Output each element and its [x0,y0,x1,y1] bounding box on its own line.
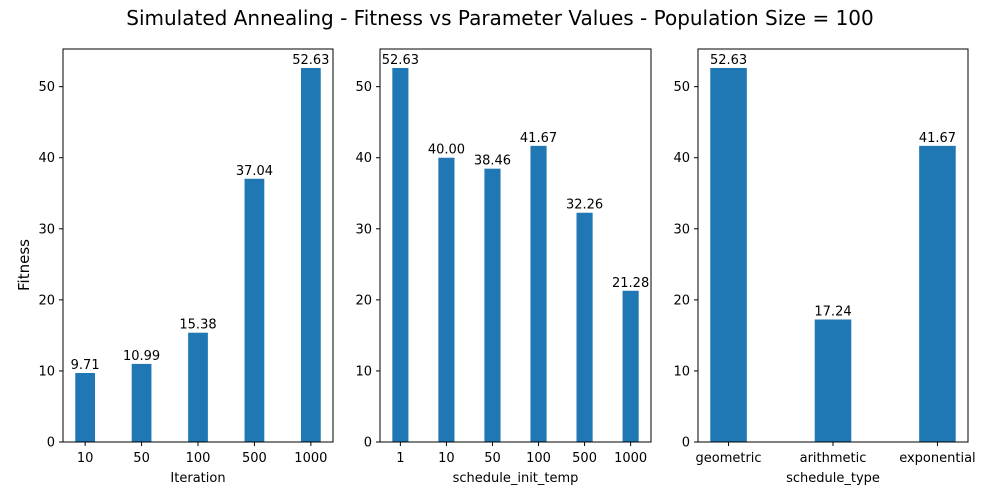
x-axis-label: Iteration [170,471,225,486]
y-tick-label: 50 [673,80,690,95]
y-tick-label: 40 [673,151,690,166]
x-tick-label: arithmetic [800,451,867,466]
bar-10 [438,157,455,443]
bar-value-label: 37.04 [236,164,273,179]
x-tick-label: 100 [526,451,551,466]
subplot-2: 52.63 40.00 38.46 41.67 32.26 21.28 0 10 20 30 40 5… [355,48,652,486]
bar-value-label: 40.00 [428,143,465,158]
x-tick-label: 10 [77,451,94,466]
x-tick-label: 500 [572,451,597,466]
axes-frame [379,48,652,443]
bar-value-label: 52.63 [710,53,747,68]
y-tick-label: 40 [38,151,55,166]
bar-value-label: 9.71 [71,358,100,373]
bar-value-label: 52.63 [292,53,329,68]
x-tick-label: 50 [133,451,150,466]
y-tick-label: 40 [355,151,372,166]
bar-100 [530,145,547,442]
x-tick-label: geometric [696,451,762,466]
y-tick-label: 30 [355,222,372,237]
y-tick-label: 20 [38,293,55,308]
bar-value-label: 41.67 [919,131,956,146]
bar-value-label: 21.28 [612,276,649,291]
subplot-1: 9.71 10.99 15.38 37.04 52.63 0 10 20 30 40 50 10 50 1… [38,48,334,486]
bar-50 [131,363,152,442]
y-tick-label: 50 [38,80,55,95]
y-tick-label: 50 [355,80,372,95]
figure-title: Simulated Annealing - Fitness vs Paramet… [126,6,874,30]
y-tick-label: 10 [355,364,372,379]
x-axis-label: schedule_type [786,471,880,486]
bar-value-label: 32.26 [566,198,603,213]
x-tick-label: 1000 [614,451,647,466]
bar-10 [75,372,96,442]
bar-exponential [919,145,956,442]
x-tick-label: 500 [242,451,267,466]
x-tick-label: 50 [484,451,501,466]
bar-value-label: 38.46 [474,154,511,169]
bar-100 [188,332,208,442]
bar-value-label: 41.67 [520,131,557,146]
x-tick-label: 1000 [294,451,327,466]
bar-1000 [622,290,639,442]
subplot-3: 52.63 17.24 41.67 0 10 20 30 40 50 geometric arith… [673,48,976,486]
y-tick-label: 20 [673,293,690,308]
bar-value-label: 15.38 [179,318,216,333]
bar-value-label: 52.63 [382,53,419,68]
bar-50 [484,168,501,442]
bar-arithmetic [814,319,852,442]
bar-1 [392,67,409,443]
y-tick-label: 10 [38,364,55,379]
bar-500 [244,178,265,442]
y-tick-label: 20 [355,293,372,308]
y-tick-label: 0 [682,436,690,451]
y-tick-label: 30 [673,222,690,237]
x-tick-label: 1 [396,451,404,466]
x-tick-label: 100 [186,451,211,466]
x-axis-label: schedule_init_temp [453,471,579,486]
bar-value-label: 10.99 [123,349,160,364]
bar-500 [576,212,593,442]
y-tick-label: 10 [673,364,690,379]
bar-geometric [710,67,747,443]
y-tick-label: 0 [47,436,55,451]
y-tick-label: 0 [364,436,372,451]
bar-value-label: 17.24 [814,304,851,319]
x-tick-label: exponential [899,451,975,466]
x-tick-label: 10 [438,451,455,466]
bar-1000 [300,67,321,443]
y-tick-label: 30 [38,222,55,237]
